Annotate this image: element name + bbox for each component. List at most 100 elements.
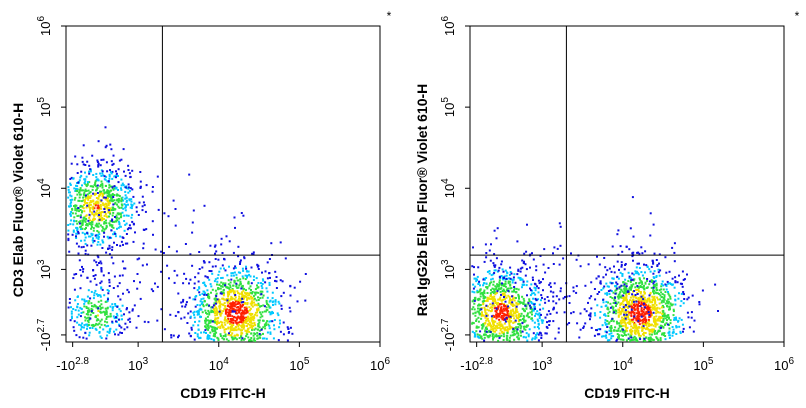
event-dot — [522, 261, 525, 264]
quadrant-gate — [66, 26, 380, 342]
event-dot — [637, 319, 640, 322]
event-dot — [250, 266, 253, 269]
event-dot — [227, 283, 230, 286]
event-dot — [504, 285, 507, 288]
event-dot — [98, 218, 101, 221]
event-dot — [92, 174, 95, 176]
event-dot — [476, 333, 479, 336]
event-dot — [99, 294, 102, 297]
event-dot — [517, 334, 520, 337]
event-dot — [122, 148, 125, 151]
event-dot — [473, 291, 476, 294]
event-dot — [489, 334, 491, 337]
event-dot — [537, 322, 540, 325]
event-dot — [220, 281, 223, 284]
event-dot — [145, 184, 148, 187]
event-dot — [529, 306, 532, 309]
event-dot — [632, 326, 635, 329]
event-dot — [111, 320, 114, 323]
event-dot — [217, 326, 220, 329]
event-dot — [642, 320, 645, 323]
event-dot — [251, 300, 253, 303]
event-dot — [491, 327, 494, 330]
event-dot — [117, 220, 120, 223]
event-dot — [481, 314, 484, 316]
event-dot — [98, 214, 100, 216]
event-dot — [272, 304, 274, 306]
event-dot — [240, 339, 243, 342]
event-dot — [220, 292, 223, 295]
event-dot — [131, 308, 134, 311]
event-dot — [227, 279, 230, 282]
event-dot — [509, 266, 512, 269]
event-dot — [211, 272, 214, 275]
event-dot — [503, 335, 505, 338]
event-dot — [492, 325, 495, 328]
event-dot — [621, 319, 624, 322]
event-dot — [507, 287, 510, 290]
event-dot — [202, 303, 205, 306]
event-dot — [151, 190, 154, 193]
event-dot — [88, 216, 91, 219]
event-dot — [82, 216, 85, 219]
event-dot — [193, 313, 196, 316]
event-dot — [133, 304, 136, 307]
event-dot — [478, 336, 481, 339]
event-dot — [97, 318, 100, 321]
event-dot — [647, 318, 650, 321]
event-dot — [299, 280, 302, 283]
event-dot — [111, 194, 114, 197]
event-dot — [113, 231, 116, 234]
event-dot — [81, 221, 84, 224]
event-dot — [229, 306, 232, 309]
event-dot — [524, 304, 527, 307]
event-dot — [644, 316, 647, 319]
event-dot — [93, 239, 96, 242]
event-dot — [249, 302, 252, 305]
event-dot — [247, 294, 250, 297]
event-dot — [609, 306, 612, 309]
event-dot — [103, 203, 106, 206]
event-dot — [534, 289, 537, 292]
event-dot — [485, 277, 488, 279]
event-dot — [638, 281, 641, 284]
event-dot — [596, 329, 598, 332]
event-dot — [495, 291, 498, 294]
event-dot — [630, 328, 633, 331]
event-dot — [615, 281, 618, 284]
event-dot — [85, 175, 88, 178]
event-dot — [227, 339, 230, 342]
event-dot — [502, 270, 505, 273]
event-dot — [532, 309, 535, 312]
event-dot — [291, 332, 294, 335]
event-dot — [258, 319, 261, 322]
event-dot — [95, 236, 98, 239]
event-dot — [509, 334, 512, 337]
event-dot — [89, 168, 92, 171]
event-dot — [219, 333, 222, 336]
event-dot — [625, 285, 628, 288]
event-dot — [471, 265, 474, 268]
event-dot — [226, 305, 229, 308]
event-dot — [253, 304, 256, 307]
event-dot — [216, 298, 219, 301]
event-dot — [503, 285, 506, 287]
event-dot — [106, 200, 109, 202]
event-dot — [95, 203, 97, 206]
event-dot — [132, 240, 135, 243]
event-dot — [646, 278, 649, 280]
event-dot — [523, 260, 525, 263]
event-dot — [241, 267, 244, 270]
event-dot — [514, 319, 517, 322]
event-dot — [214, 265, 217, 268]
event-dot — [243, 294, 246, 297]
event-dot — [652, 272, 655, 275]
event-dot — [228, 308, 231, 311]
event-dot — [611, 282, 614, 285]
event-dot — [623, 268, 626, 271]
event-dot — [237, 315, 240, 318]
event-dot — [257, 291, 260, 294]
event-dot — [124, 194, 127, 197]
event-dot — [546, 313, 549, 316]
